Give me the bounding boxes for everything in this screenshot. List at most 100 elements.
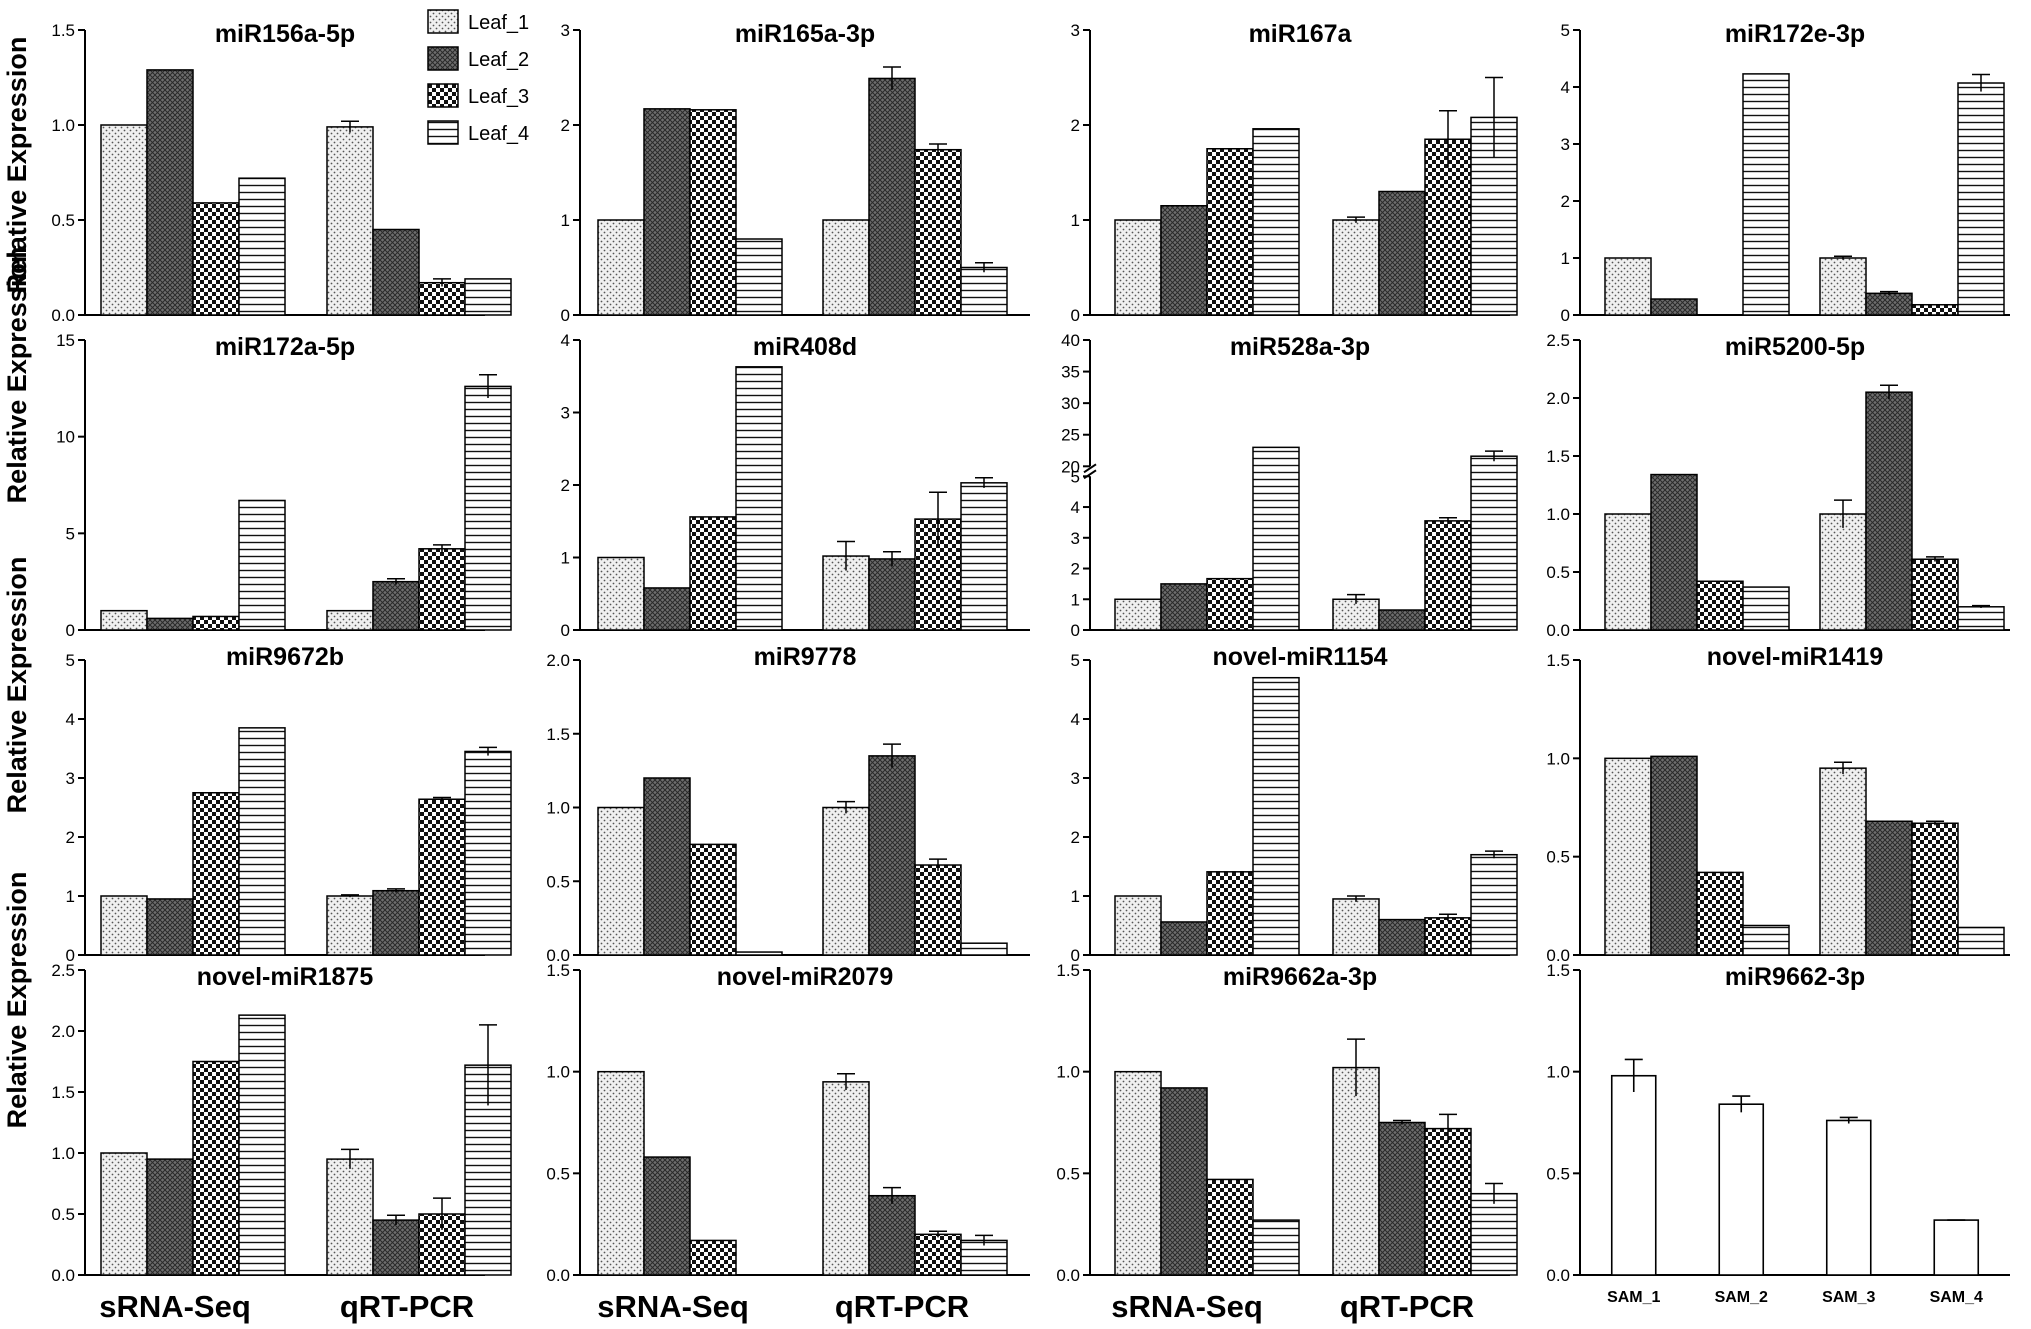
legend: Leaf_1 Leaf_2 Leaf_3 Leaf_4 bbox=[427, 9, 529, 145]
bar-leaf-4-qrt-pcr bbox=[1957, 606, 2005, 631]
bar-leaf-4-qrt-pcr bbox=[1957, 926, 2005, 956]
bar-leaf-4-srna-seq bbox=[735, 951, 783, 956]
y-tick-label: 0.0 bbox=[1056, 1266, 1080, 1285]
y-tick-label: 4 bbox=[66, 710, 75, 729]
y-axis-label: Relative Expression bbox=[2, 37, 32, 294]
y-tick-label: 2 bbox=[66, 828, 75, 847]
y-tick-label: 0.0 bbox=[546, 946, 570, 965]
y-tick-label: 1.0 bbox=[1546, 1063, 1570, 1082]
chart-mir528a-3p: miR528a-3p 0 1 2 3 4 520 25 30 35 40 bbox=[1061, 331, 1518, 640]
bar-leaf-4-qrt-pcr bbox=[464, 278, 512, 316]
bar-sam-3 bbox=[1825, 1119, 1872, 1276]
y-tick-label: 40 bbox=[1061, 331, 1080, 350]
bar-leaf-1-srna-seq bbox=[597, 806, 645, 956]
chart-title: miR9672b bbox=[226, 643, 344, 671]
chart-title: miR172a-5p bbox=[215, 333, 355, 361]
y-tick-label: 0 bbox=[561, 621, 570, 640]
y-tick-label: 1 bbox=[66, 887, 75, 906]
bar-leaf-3-srna-seq bbox=[1206, 577, 1254, 631]
chart-title: novel-miR1875 bbox=[197, 963, 374, 991]
bar-sam-2 bbox=[1718, 1103, 1765, 1276]
group-label-qrt-pcr: qRT-PCR bbox=[1340, 1289, 1474, 1324]
bar-leaf-1-qrt-pcr bbox=[1819, 513, 1867, 631]
bar-leaf-1-qrt-pcr bbox=[1332, 598, 1380, 631]
bar-leaf-4-qrt-pcr bbox=[1470, 853, 1518, 956]
chart-title: novel-miR1419 bbox=[1707, 643, 1883, 671]
y-axis-label: Relative Expression bbox=[2, 557, 32, 814]
bar-leaf-3-qrt-pcr bbox=[1424, 138, 1472, 316]
bar-leaf-2-qrt-pcr bbox=[1378, 918, 1426, 956]
y-tick-label: 30 bbox=[1061, 394, 1080, 413]
bar-leaf-2-qrt-pcr bbox=[1865, 391, 1913, 631]
y-tick-label: 1.0 bbox=[1546, 749, 1570, 768]
y-tick-label: 5 bbox=[1071, 651, 1080, 670]
y-tick-label: 2.5 bbox=[51, 961, 75, 980]
y-tick-label: 0 bbox=[66, 621, 75, 640]
bar-leaf-3-srna-seq bbox=[1206, 148, 1254, 316]
bar-leaf-3-srna-seq bbox=[192, 792, 240, 956]
y-tick-label: 4 bbox=[1071, 498, 1080, 517]
bar-leaf-3-srna-seq bbox=[192, 1060, 240, 1276]
bar-leaf-1-srna-seq bbox=[100, 124, 148, 316]
bar-leaf-3-qrt-pcr bbox=[1911, 558, 1959, 631]
y-tick-label: 3 bbox=[1561, 135, 1570, 154]
y-tick-label: 0.5 bbox=[1546, 563, 1570, 582]
bar-leaf-4-srna-seq bbox=[1252, 1219, 1300, 1276]
y-tick-label: 1.5 bbox=[546, 725, 570, 744]
chart-title: miR9662a-3p bbox=[1223, 963, 1377, 991]
y-tick-label: 1.5 bbox=[51, 21, 75, 40]
chart-title: miR528a-3p bbox=[1230, 333, 1370, 361]
bar-leaf-4-srna-seq bbox=[238, 499, 286, 631]
y-tick-label: 4 bbox=[1071, 710, 1080, 729]
bar-leaf-2-qrt-pcr bbox=[1865, 820, 1913, 956]
bar-leaf-3-qrt-pcr bbox=[914, 864, 962, 956]
y-tick-label: 0 bbox=[1071, 946, 1080, 965]
bar-leaf-4-srna-seq bbox=[1742, 586, 1790, 631]
y-tick-label: 0.5 bbox=[1546, 1164, 1570, 1183]
y-tick-label: 1.0 bbox=[546, 799, 570, 818]
group-label-srna-seq: sRNA-Seq bbox=[597, 1289, 749, 1324]
bar-leaf-2-qrt-pcr bbox=[868, 558, 916, 631]
y-tick-label: 1.5 bbox=[1546, 651, 1570, 670]
legend-swatch-leaf-1 bbox=[427, 9, 459, 34]
chart-mir9778: miR9778 0.0 0.5 1.0 1.5 2.0 bbox=[546, 643, 1030, 965]
bar-leaf-2-qrt-pcr bbox=[868, 1194, 916, 1276]
y-tick-label: 3 bbox=[1071, 769, 1080, 788]
y-tick-label: 1 bbox=[1071, 590, 1080, 609]
bar-leaf-2-srna-seq bbox=[146, 617, 194, 631]
bar-leaf-1-qrt-pcr bbox=[1332, 898, 1380, 956]
bar-leaf-2-srna-seq bbox=[1650, 473, 1698, 631]
bar-leaf-4-qrt-pcr bbox=[960, 266, 1008, 316]
y-tick-label: 1.5 bbox=[1546, 961, 1570, 980]
chart-novel-mir1875: novel-miR1875 0.0 0.5 1.0 1.5 2.0 2.5 bbox=[51, 961, 512, 1285]
bar-leaf-1-srna-seq bbox=[597, 1070, 645, 1276]
bar-leaf-2-srna-seq bbox=[643, 777, 691, 956]
chart-mir9672b: miR9672b 0 1 2 3 4 5 bbox=[66, 643, 512, 965]
bar-leaf-1-qrt-pcr bbox=[1332, 1066, 1380, 1276]
group-label-qrt-pcr: qRT-PCR bbox=[340, 1289, 474, 1324]
bar-leaf-1-srna-seq bbox=[1604, 513, 1652, 631]
bar-leaf-1-qrt-pcr bbox=[822, 219, 870, 316]
bar-leaf-2-srna-seq bbox=[146, 898, 194, 956]
y-tick-label: 0.0 bbox=[1546, 1266, 1570, 1285]
bar-leaf-2-qrt-pcr bbox=[372, 889, 420, 956]
bar-leaf-3-srna-seq bbox=[1696, 871, 1744, 956]
y-tick-label: 5 bbox=[66, 524, 75, 543]
y-tick-label: 1 bbox=[561, 549, 570, 568]
bar-leaf-3-srna-seq bbox=[689, 1239, 737, 1276]
bar-leaf-3-srna-seq bbox=[1696, 580, 1744, 631]
bar-leaf-4-srna-seq bbox=[1252, 676, 1300, 956]
bar-leaf-1-qrt-pcr bbox=[1332, 219, 1380, 316]
y-tick-label: 0.5 bbox=[1546, 848, 1570, 867]
bar-leaf-4-srna-seq bbox=[735, 238, 783, 316]
bar-leaf-4-srna-seq bbox=[1742, 73, 1790, 316]
bar-leaf-2-srna-seq bbox=[1650, 298, 1698, 316]
chart-title: miR156a-5p bbox=[215, 20, 355, 48]
bar-leaf-3-qrt-pcr bbox=[914, 1233, 962, 1276]
chart-novel-mir1419: novel-miR1419 0.0 0.5 1.0 1.5 bbox=[1546, 643, 2010, 965]
y-tick-label: 0.5 bbox=[51, 1205, 75, 1224]
y-tick-label: 3 bbox=[561, 21, 570, 40]
bar-leaf-1-srna-seq bbox=[100, 609, 148, 631]
x-tick-label: SAM_2 bbox=[1715, 1289, 1768, 1306]
